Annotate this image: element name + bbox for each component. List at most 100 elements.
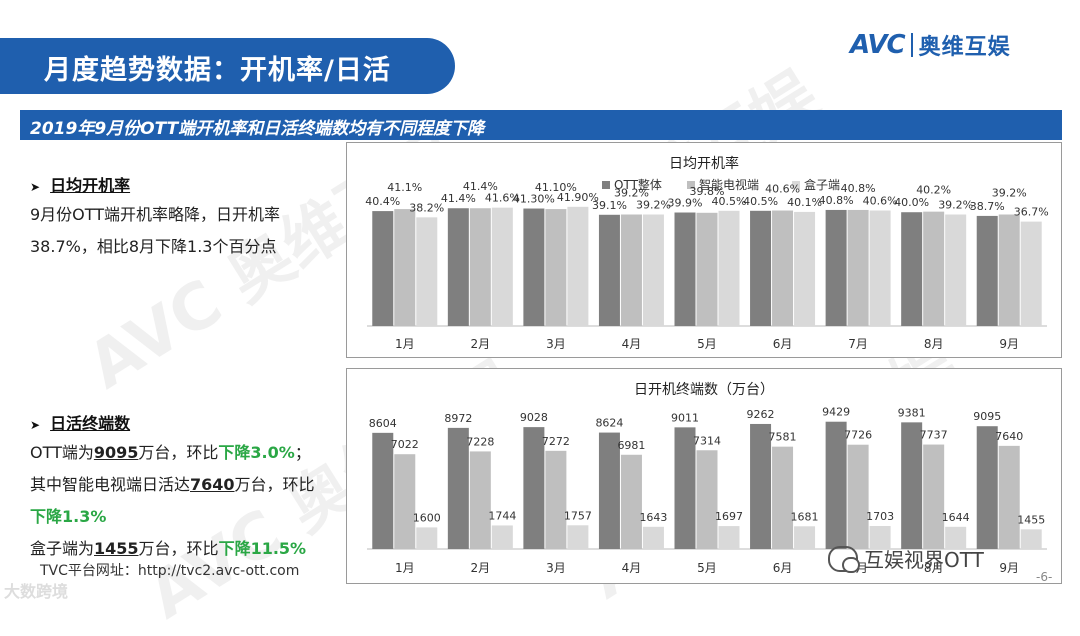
tick-label: 9月 (999, 561, 1019, 575)
bar (620, 214, 642, 326)
data-label: 40.0% (894, 196, 929, 209)
bar (945, 526, 967, 549)
bar (447, 427, 469, 549)
active-text-4: 盒子端为1455万台，环比下降11.5% (30, 539, 307, 558)
active-devices-chart: 日开机终端数（万台） 8604 7022 1600 1月 8972 7228 1744 2月 90… (346, 368, 1062, 584)
bar (869, 526, 891, 549)
bar (794, 526, 816, 549)
tick-label: 7月 (848, 337, 868, 351)
open-rate-text-2: 38.7%，相比8月下降1.3个百分点 (30, 237, 277, 256)
data-label: 41.90% (557, 191, 599, 204)
data-label: 41.10% (535, 181, 577, 194)
bar (901, 212, 923, 326)
data-label: 41.4% (463, 180, 498, 193)
bar (901, 422, 923, 549)
active-text-1: OTT端为9095万台，环比下降3.0%； (30, 443, 311, 462)
bar (372, 211, 394, 326)
bar (750, 210, 772, 326)
bar (998, 214, 1020, 326)
data-label: 1681 (791, 510, 819, 523)
data-label: 7314 (693, 434, 721, 447)
tick-label: 8月 (924, 337, 944, 351)
bar (469, 208, 491, 326)
platform-url[interactable]: TVC平台网址：http://tvc2.avc-ott.com (40, 563, 300, 579)
bar (718, 210, 740, 326)
data-label: 7640 (995, 430, 1023, 443)
tick-label: 4月 (622, 561, 642, 575)
data-label: 39.8% (690, 185, 725, 198)
data-label: 1757 (564, 509, 592, 522)
bar (869, 210, 891, 326)
tick-label: 1月 (395, 337, 415, 351)
arrow-icon: ➤ (30, 180, 41, 194)
corner-watermark: 大数跨境 (4, 582, 69, 601)
data-label: 1600 (413, 511, 441, 524)
bar (1020, 221, 1042, 326)
data-label: 1455 (1017, 513, 1045, 526)
bar (674, 212, 696, 326)
tick-label: 3月 (546, 337, 566, 351)
bar (794, 211, 816, 326)
wechat-icon (828, 545, 860, 573)
data-label: 1744 (488, 509, 516, 522)
bar (598, 214, 620, 326)
data-label: 40.4% (365, 195, 400, 208)
bar (447, 208, 469, 326)
chart-title: 日开机终端数（万台） (634, 382, 774, 398)
bar (523, 427, 545, 549)
data-label: 7228 (466, 435, 494, 448)
legend-label: 智能电视端 (699, 177, 759, 192)
bar (469, 451, 491, 549)
legend-swatch (687, 181, 695, 189)
page-number: -6- (1036, 570, 1053, 584)
tick-label: 9月 (999, 337, 1019, 351)
data-label: 39.2% (938, 198, 973, 211)
bar (545, 450, 567, 549)
subtitle-banner: 2019年9月份OTT端开机率和日活终端数均有不同程度下降 (20, 110, 1062, 140)
bar (750, 423, 772, 549)
tick-label: 1月 (395, 561, 415, 575)
data-label: 8604 (369, 417, 397, 430)
data-label: 41.30% (513, 193, 555, 206)
tick-label: 5月 (697, 337, 717, 351)
active-text-2: 其中智能电视端日活达7640万台，环比 (30, 475, 315, 494)
data-label: 7581 (769, 431, 797, 444)
data-label: 40.5% (743, 195, 778, 208)
tick-label: 8月 (924, 561, 944, 575)
bar (523, 208, 545, 326)
bar (491, 207, 513, 326)
data-label: 39.9% (668, 197, 703, 210)
arrow-icon: ➤ (30, 418, 41, 432)
legend-label: OTT整体 (614, 177, 662, 192)
data-label: 1703 (866, 510, 894, 523)
data-label: 41.1% (387, 181, 422, 194)
legend-label: 盒子端 (804, 177, 840, 192)
page-title: 月度趋势数据：开机率/日活 (44, 55, 391, 86)
bar (998, 445, 1020, 549)
data-label: 9011 (671, 411, 699, 424)
wechat-badge: 互娱视界OTT (828, 544, 984, 573)
data-label: 9028 (520, 411, 548, 424)
bar (598, 432, 620, 549)
bar (545, 209, 567, 326)
data-label: 39.2% (614, 186, 649, 199)
bar (416, 217, 438, 326)
data-label: 39.2% (636, 198, 671, 211)
data-label: 40.8% (841, 182, 876, 195)
data-label: 9095 (973, 410, 1001, 423)
bar (847, 209, 869, 326)
chart-title: 日均开机率 (669, 155, 739, 172)
tick-label: 5月 (697, 561, 717, 575)
bar (945, 214, 967, 326)
data-label: 7737 (920, 429, 948, 442)
bar (923, 211, 945, 326)
data-label: 40.2% (916, 184, 951, 197)
bar (674, 427, 696, 549)
tick-label: 2月 (471, 337, 491, 351)
page-title-banner: 月度趋势数据：开机率/日活 (0, 38, 455, 94)
bar (696, 450, 718, 549)
tick-label: 3月 (546, 561, 566, 575)
section-heading-open-rate: ➤ 日均开机率 (30, 176, 131, 195)
data-label: 38.7% (970, 200, 1005, 213)
bar (825, 421, 847, 549)
